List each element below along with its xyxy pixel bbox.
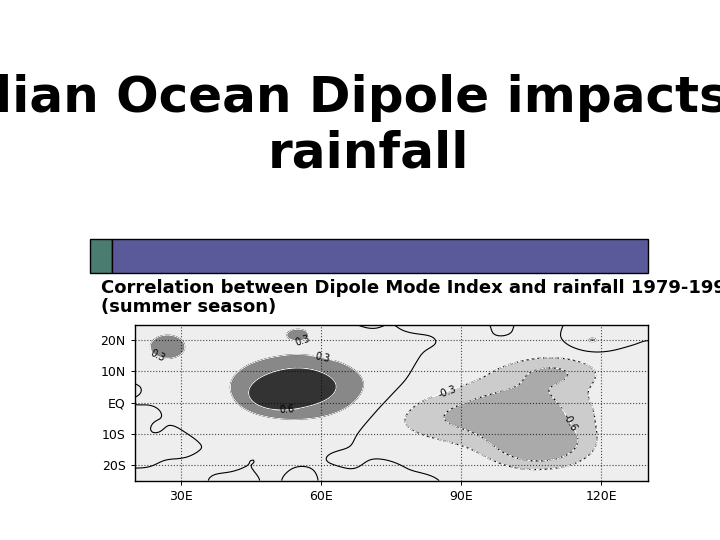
FancyBboxPatch shape — [112, 239, 648, 273]
Text: Indian Ocean Dipole impacts on
rainfall: Indian Ocean Dipole impacts on rainfall — [0, 73, 720, 177]
Text: Correlation between Dipole Mode Index and rainfall 1979-1998: Correlation between Dipole Mode Index an… — [101, 279, 720, 297]
Text: (summer season): (summer season) — [101, 298, 276, 316]
FancyBboxPatch shape — [90, 239, 112, 273]
